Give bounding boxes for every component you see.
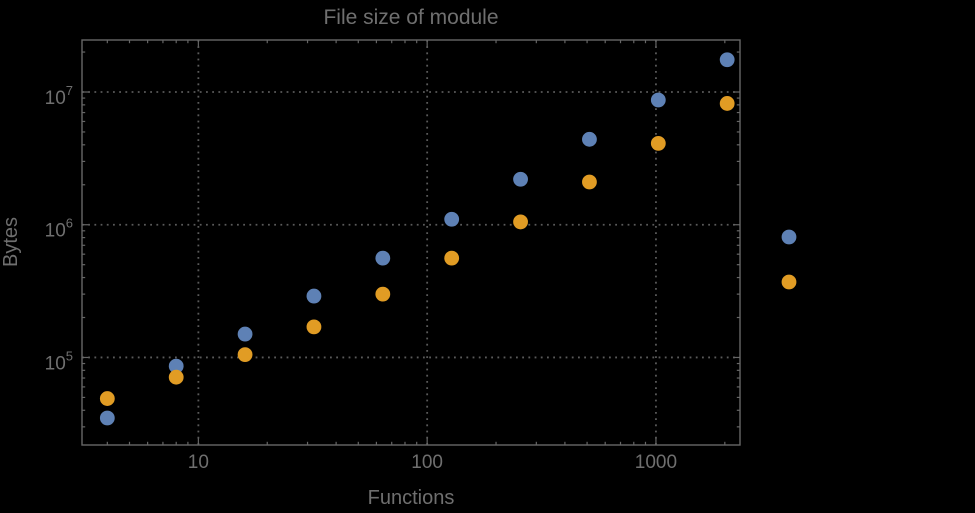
y-tick-label: 105: [45, 348, 73, 374]
data-point-series-2: [237, 347, 253, 363]
data-point-series-2: [306, 319, 322, 335]
data-point-series-1: [237, 326, 253, 342]
legend: [781, 229, 797, 290]
y-axis-label: Bytes: [0, 217, 22, 267]
data-point-series-1: [582, 131, 597, 147]
data-point-series-1: [306, 288, 322, 304]
y-tick-exponent: 6: [66, 216, 73, 231]
data-point-series-2: [168, 369, 184, 385]
y-tick-labels: 105 106 107: [45, 83, 73, 374]
plot-frame: [81, 39, 741, 446]
data-points: [99, 52, 735, 426]
x-tick-label: 100: [411, 452, 443, 473]
x-tick-label: 10: [188, 452, 209, 473]
data-point-series-1: [99, 410, 115, 426]
data-point-series-2: [719, 96, 735, 111]
x-tick-label: 1000: [635, 452, 677, 473]
data-point-series-2: [375, 286, 391, 302]
axis-ticks: [82, 40, 740, 445]
y-tick-exponent: 7: [66, 83, 73, 98]
data-point-series-2: [99, 391, 115, 406]
data-point-series-1: [168, 358, 184, 374]
data-point-series-2: [582, 174, 597, 190]
data-point-series-2: [444, 250, 460, 266]
x-axis-label: Functions: [368, 487, 455, 509]
chart-title: File size of module: [323, 6, 498, 29]
legend-marker-series-2: [781, 274, 797, 290]
legend-marker-series-1: [781, 229, 797, 245]
data-point-series-1: [650, 92, 666, 108]
y-tick-exponent: 5: [66, 348, 73, 363]
data-point-series-2: [513, 214, 528, 230]
data-point-series-2: [650, 135, 666, 151]
data-point-series-1: [719, 52, 735, 68]
data-point-series-1: [444, 211, 460, 227]
data-point-series-1: [375, 250, 391, 266]
data-point-series-1: [513, 171, 528, 187]
frame-rect: [81, 39, 741, 446]
y-tick-label: 106: [45, 216, 73, 242]
y-tick-label: 107: [45, 83, 73, 109]
x-tick-labels: 10 100 1000: [188, 452, 677, 473]
gridlines: [82, 40, 740, 445]
